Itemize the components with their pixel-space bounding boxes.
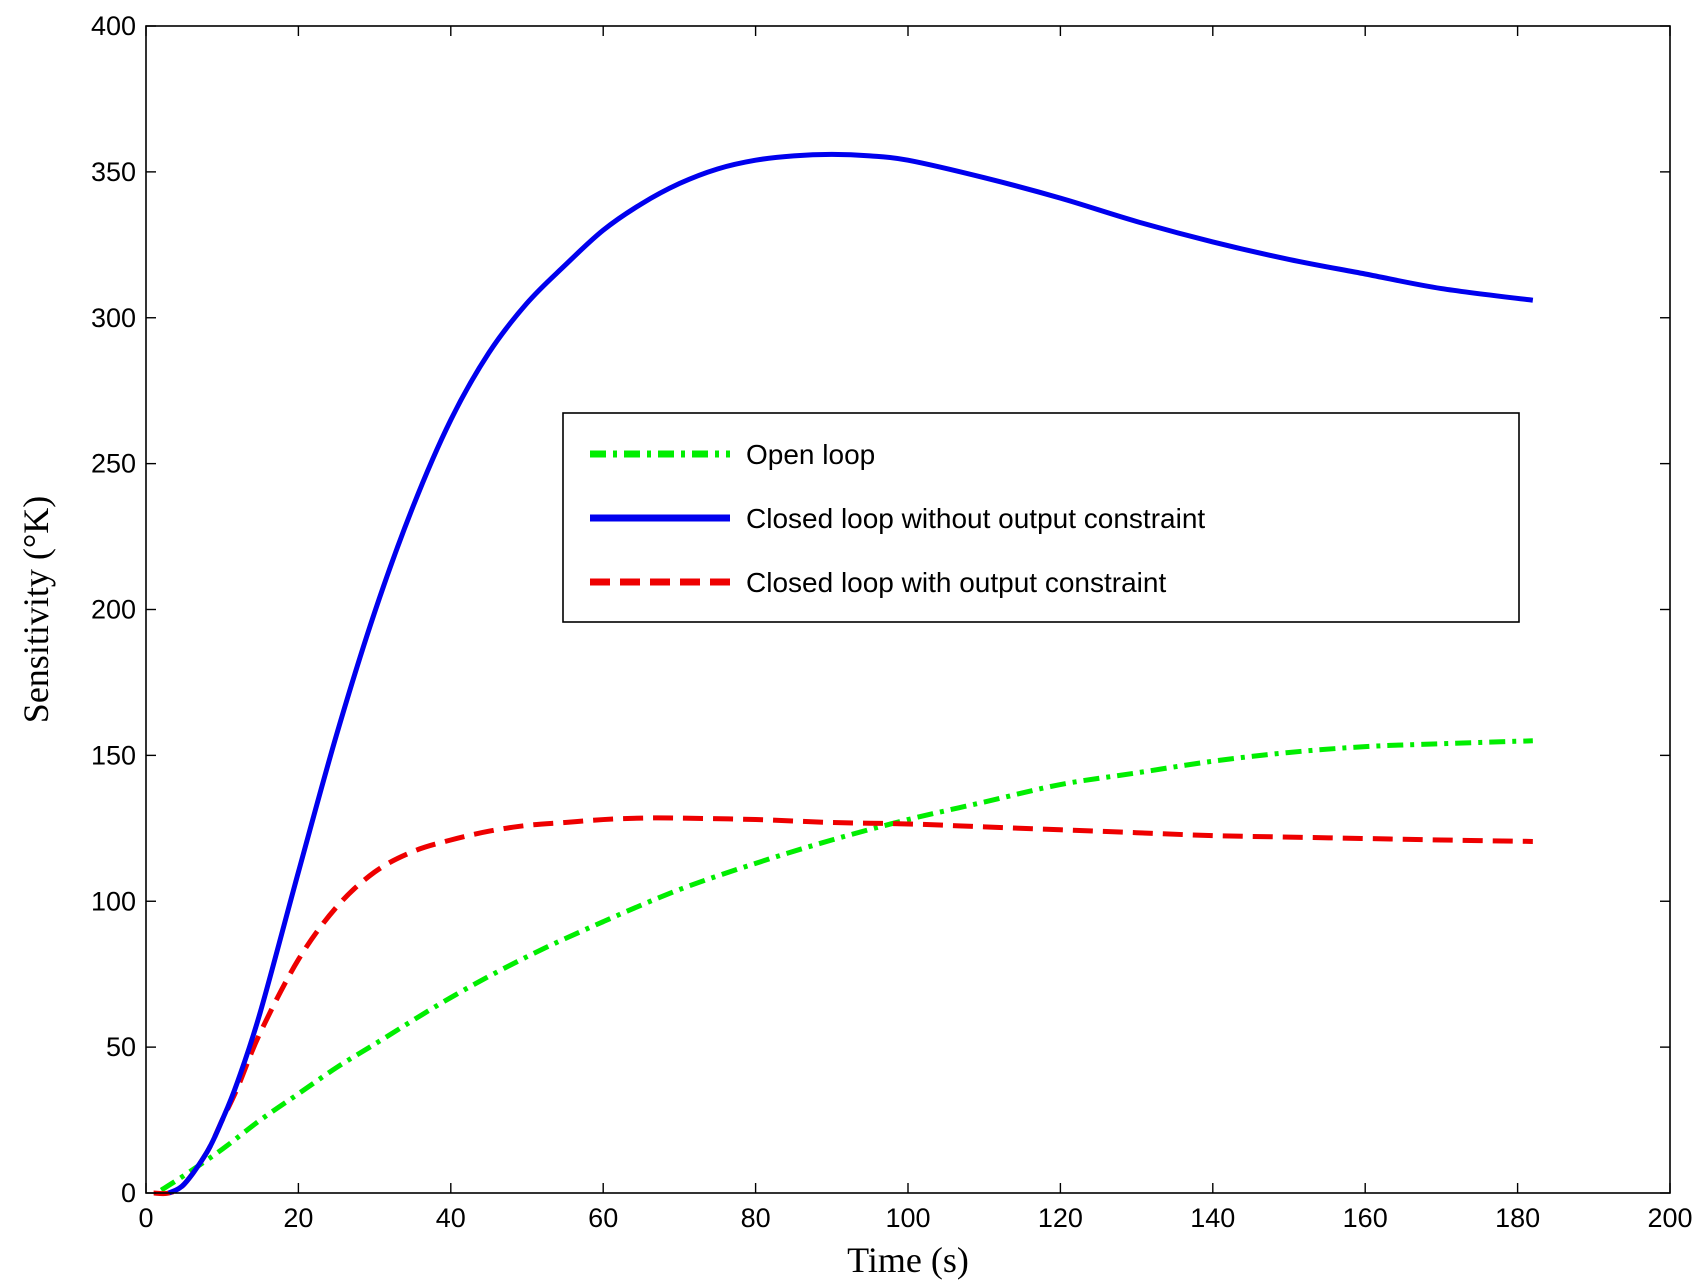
legend-label-open-loop: Open loop — [746, 439, 875, 470]
ticks — [145, 25, 1671, 1194]
x-tick-label-180: 180 — [1495, 1203, 1540, 1233]
y-tick-label-350: 350 — [91, 157, 136, 187]
y-tick-label-200: 200 — [91, 595, 136, 625]
y-tick-label-0: 0 — [121, 1178, 136, 1208]
y-tick-label-300: 300 — [91, 303, 136, 333]
legend-label-closed-loop-without-constraint: Closed loop without output constraint — [746, 503, 1205, 534]
x-tick-label-60: 60 — [588, 1203, 618, 1233]
legend-label-closed-loop-with-constraint: Closed loop with output constraint — [746, 567, 1166, 598]
x-tick-label-0: 0 — [138, 1203, 153, 1233]
x-tick-label-40: 40 — [436, 1203, 466, 1233]
series-line-open-loop — [159, 738, 1533, 1193]
y-tick-label-150: 150 — [91, 740, 136, 770]
y-tick-label-400: 400 — [91, 11, 136, 41]
x-tick-label-160: 160 — [1343, 1203, 1388, 1233]
legend: Open loop Closed loop without output con… — [562, 412, 1520, 623]
y-tick-label-250: 250 — [91, 449, 136, 479]
x-tick-label-140: 140 — [1190, 1203, 1235, 1233]
x-tick-label-20: 20 — [283, 1203, 313, 1233]
x-tick-label-200: 200 — [1647, 1203, 1692, 1233]
x-axis-title: Time (s) — [847, 1240, 969, 1280]
series-line-closed-loop-without-output-constraint — [167, 151, 1534, 1196]
x-tick-label-120: 120 — [1038, 1203, 1083, 1233]
x-tick-label-80: 80 — [741, 1203, 771, 1233]
x-tick-label-100: 100 — [885, 1203, 930, 1233]
plot-lines — [153, 151, 1534, 1197]
y-axis-title: Sensitivity (°K) — [16, 496, 56, 723]
series-line-closed-loop-with-output-constraint — [153, 815, 1533, 1197]
y-tick-label-50: 50 — [106, 1032, 136, 1062]
tick-labels: 0 20 40 60 80 100 120 140 160 180 200 0 50 100 150 200 2… — [91, 11, 1693, 1233]
y-tick-label-100: 100 — [91, 886, 136, 916]
